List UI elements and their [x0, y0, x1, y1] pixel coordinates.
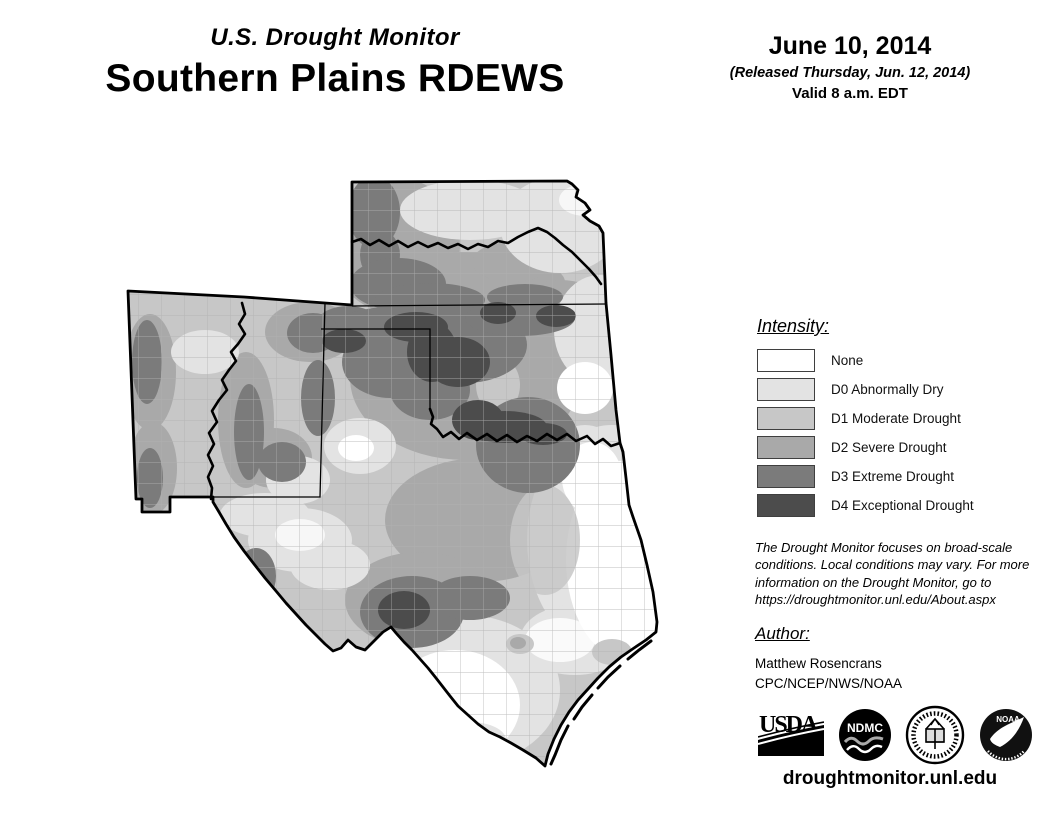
ndmc-logo: NDMC — [838, 709, 891, 761]
legend-row-d4: D4 Exceptional Drought — [757, 494, 1049, 517]
legend-row-d2: D2 Severe Drought — [757, 436, 1049, 459]
author-block: Author: Matthew Rosencrans CPC/NCEP/NWS/… — [755, 624, 902, 695]
legend-swatch-d0 — [757, 378, 815, 401]
page-title: Southern Plains RDEWS — [105, 57, 565, 100]
barrier-islands — [549, 639, 653, 766]
legend-row-d0: D0 Abnormally Dry — [757, 378, 1049, 401]
legend-label: D2 Severe Drought — [831, 440, 947, 455]
kansas-river — [350, 226, 603, 286]
legend-row-d3: D3 Extreme Drought — [757, 465, 1049, 488]
logo-row: USDA NDMC NOAA — [758, 704, 1034, 766]
legend-swatch-d1 — [757, 407, 815, 430]
state-border-kansas-oklahoma — [351, 303, 607, 307]
legend-swatch-none — [757, 349, 815, 372]
ndmc-logo-text: NDMC — [847, 721, 883, 735]
author-name: Matthew Rosencrans — [755, 656, 882, 671]
legend-label: D4 Exceptional Drought — [831, 498, 974, 513]
map-date: June 10, 2014 — [768, 32, 932, 60]
author-heading: Author: — [755, 624, 810, 643]
legend-swatch-d2 — [757, 436, 815, 459]
legend-label: None — [831, 353, 864, 368]
legend-row-d1: D1 Moderate Drought — [757, 407, 1049, 430]
legend-swatch-d3 — [757, 465, 815, 488]
website-url: droughtmonitor.unl.edu — [782, 768, 998, 789]
legend-row-none: None — [757, 349, 1049, 372]
date-block: June 10, 2014 (Released Thursday, Jun. 1… — [700, 32, 1000, 102]
legend-label: D0 Abnormally Dry — [831, 382, 944, 397]
intensity-legend: Intensity: None D0 Abnormally Dry D1 Mod… — [757, 316, 1049, 523]
legend-heading: Intensity: — [757, 316, 830, 336]
legend-label: D1 Moderate Drought — [831, 411, 961, 426]
drought-shading-layers — [128, 181, 657, 766]
release-date: (Released Thursday, Jun. 12, 2014) — [729, 65, 971, 81]
seal-text-ring — [911, 711, 960, 759]
legend-swatch-d4 — [757, 494, 815, 517]
university-seal-logo — [906, 705, 965, 765]
disclaimer-text: The Drought Monitor focuses on broad-sca… — [755, 540, 1030, 607]
author-org: CPC/NCEP/NWS/NOAA — [755, 676, 903, 692]
valid-time: Valid 8 a.m. EDT — [792, 85, 908, 102]
noaa-logo-text: NOAA — [996, 715, 1020, 724]
usda-logo: USDA — [758, 712, 824, 756]
state-border-oklahoma-texas-panhandle — [321, 328, 431, 409]
red-river-border — [428, 407, 622, 448]
map-kicker: U.S. Drought Monitor — [210, 24, 460, 51]
county-grid — [128, 181, 657, 766]
state-border-newmexico-texas — [213, 302, 326, 498]
legend-label: D3 Extreme Drought — [831, 469, 955, 484]
noaa-logo: NOAA — [979, 709, 1032, 761]
title-block: U.S. Drought Monitor Southern Plains RDE… — [95, 24, 575, 101]
rio-grande-river — [206, 301, 247, 501]
region-outline — [126, 179, 659, 768]
